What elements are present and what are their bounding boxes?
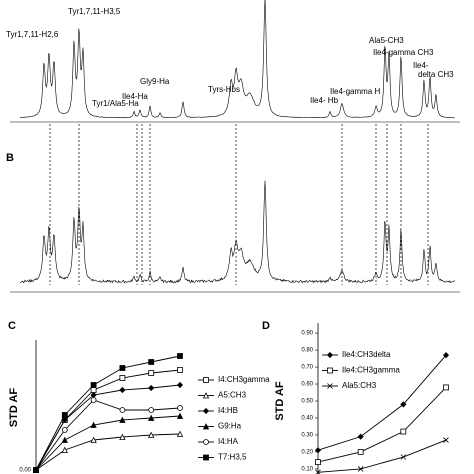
peak-label: Ile4- (413, 61, 429, 70)
legend-label: Ile4:CH3delta (342, 350, 391, 359)
marker (357, 449, 364, 455)
series-line (35, 355, 181, 471)
legend-label: G9:Ha (218, 422, 242, 431)
marker (357, 433, 364, 440)
legend-label: Ala5:CH3 (342, 381, 377, 390)
peak-label: Ile4- Hb (310, 96, 339, 105)
marker (119, 433, 126, 440)
y-tick-label: 0.60 (301, 382, 313, 388)
marker (90, 397, 97, 403)
y-tick-label: 0.70 (301, 365, 313, 371)
legend-marker (326, 351, 334, 359)
marker (177, 353, 183, 359)
marker (61, 446, 68, 453)
marker (90, 421, 97, 428)
y-tick-label: 0.80 (301, 348, 313, 354)
peak-label: Ile4-gamma CH3 (373, 48, 434, 57)
legend-marker (202, 423, 210, 430)
legend-marker (202, 407, 210, 415)
peak-label: Ala5-CH3 (369, 36, 404, 45)
marker (119, 365, 126, 371)
marker (176, 381, 184, 389)
marker (400, 401, 407, 408)
peak-label: Tyrs-Hbs (208, 85, 240, 94)
y-tick-label: 0.00 (19, 468, 31, 474)
legend-marker (203, 454, 209, 461)
marker (148, 414, 155, 421)
y-tick-label: 0.20 (301, 450, 313, 456)
marker (148, 431, 155, 438)
marker (61, 436, 68, 443)
y-tick-label: 0.40 (301, 416, 313, 422)
spectrum (19, 180, 455, 284)
marker (119, 386, 126, 394)
legend-marker (203, 439, 209, 445)
y-axis-label: STD AF (274, 381, 286, 421)
marker (119, 375, 126, 381)
peak-label: Tyr1,7,11-H2,6 (6, 30, 59, 39)
marker (148, 359, 155, 365)
peak-label: Ile4-gamma H (330, 87, 380, 96)
marker (61, 416, 68, 424)
y-tick-label: 0.50 (301, 399, 313, 405)
series-line (35, 384, 181, 471)
series-line (35, 433, 181, 471)
marker (176, 412, 184, 419)
peak-label: Gly9-Ha (140, 77, 170, 86)
legend-label: A5:CH3 (218, 391, 247, 400)
peak-label: Ile4-Ha (122, 92, 148, 101)
y-tick-label: 0.10 (301, 466, 313, 472)
legend-label: I4:HB (218, 406, 238, 415)
marker (357, 466, 364, 472)
marker (442, 352, 450, 359)
marker (315, 459, 321, 466)
marker (177, 367, 183, 373)
y-tick-label: 0.90 (301, 331, 313, 337)
y-tick-label: 0.30 (301, 433, 313, 439)
legend-label: I4:CH3gamma (218, 375, 270, 384)
marker (443, 384, 449, 391)
legend-label: T7:H3,5 (218, 453, 247, 462)
series-line (317, 387, 447, 463)
spectrum (19, 0, 455, 119)
series-line (317, 439, 447, 473)
marker (148, 384, 155, 392)
legend-marker (327, 367, 333, 374)
panel-label: C (8, 320, 16, 332)
marker (90, 382, 97, 388)
series-line (317, 354, 447, 451)
marker (61, 427, 68, 433)
legend-marker (203, 377, 209, 383)
marker (119, 407, 126, 413)
marker (314, 447, 322, 454)
marker (177, 405, 183, 411)
peak-label: Tyr1,7,11-H3,5 (68, 7, 121, 16)
marker (400, 428, 407, 435)
series-line (35, 415, 181, 471)
marker (148, 407, 155, 413)
marker (33, 467, 39, 473)
legend-label: I4:HA (218, 437, 239, 446)
marker (443, 437, 449, 443)
marker (148, 370, 155, 376)
y-axis-label: STD AF (8, 388, 20, 428)
marker (176, 430, 184, 437)
marker (90, 387, 97, 393)
peak-label: Tyr1/Ala5-Ha (92, 99, 139, 108)
marker (90, 436, 97, 443)
marker (119, 416, 126, 423)
series-line (35, 399, 181, 471)
marker (400, 454, 407, 460)
legend-marker (327, 383, 333, 389)
legend-marker (202, 392, 210, 399)
peak-label: delta CH3 (418, 70, 454, 79)
legend-label: Ile4:CH3gamma (342, 366, 400, 375)
marker (61, 412, 68, 418)
panel-label: B (6, 152, 14, 164)
panel-label: D (262, 320, 270, 332)
